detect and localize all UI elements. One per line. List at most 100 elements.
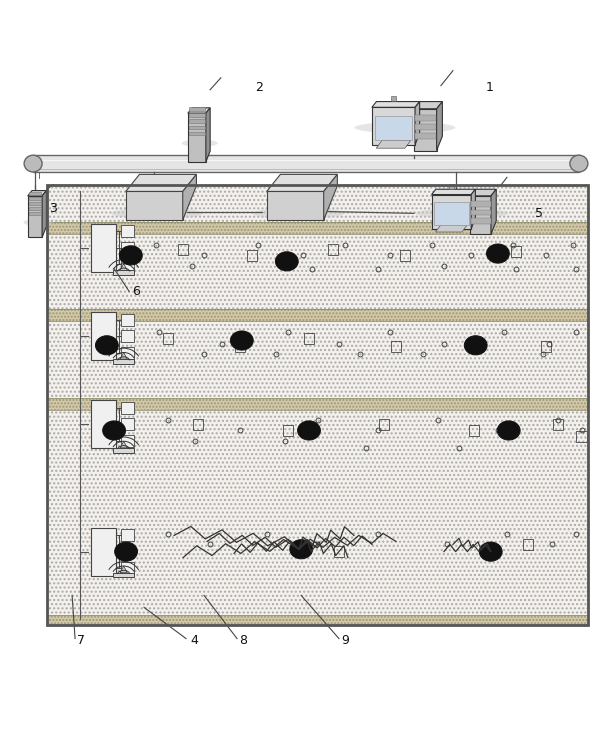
Bar bbox=[47, 309, 588, 321]
Polygon shape bbox=[183, 174, 196, 220]
Bar bbox=[47, 309, 588, 321]
Ellipse shape bbox=[487, 244, 509, 263]
Bar bbox=[435, 203, 469, 225]
Ellipse shape bbox=[231, 331, 253, 350]
Bar bbox=[47, 184, 588, 625]
Bar bbox=[47, 184, 588, 625]
Bar bbox=[121, 402, 134, 413]
Ellipse shape bbox=[416, 208, 508, 219]
Bar bbox=[471, 210, 491, 215]
Polygon shape bbox=[188, 113, 206, 162]
Polygon shape bbox=[120, 264, 127, 270]
Bar bbox=[91, 528, 116, 576]
Polygon shape bbox=[491, 190, 496, 234]
Ellipse shape bbox=[354, 122, 455, 133]
Ellipse shape bbox=[570, 155, 588, 172]
Bar bbox=[113, 572, 135, 577]
Text: 3: 3 bbox=[50, 202, 57, 215]
Bar bbox=[471, 218, 491, 224]
Ellipse shape bbox=[253, 208, 344, 219]
Bar bbox=[189, 125, 204, 129]
Bar bbox=[91, 400, 116, 448]
Bar bbox=[449, 184, 454, 189]
Text: 6: 6 bbox=[132, 285, 140, 298]
Bar bbox=[471, 201, 491, 206]
Bar bbox=[47, 222, 588, 234]
Bar bbox=[415, 124, 436, 130]
Ellipse shape bbox=[114, 542, 138, 561]
Bar bbox=[121, 347, 134, 359]
FancyBboxPatch shape bbox=[33, 155, 579, 172]
Bar bbox=[523, 539, 533, 550]
Text: 9: 9 bbox=[341, 634, 349, 647]
Bar bbox=[121, 418, 134, 430]
Polygon shape bbox=[431, 190, 476, 195]
Polygon shape bbox=[120, 441, 127, 448]
Text: 1: 1 bbox=[486, 81, 494, 94]
Bar bbox=[390, 341, 401, 352]
Bar bbox=[91, 312, 116, 360]
Bar bbox=[121, 241, 134, 254]
Bar bbox=[189, 107, 204, 111]
Polygon shape bbox=[470, 190, 496, 196]
Bar bbox=[121, 562, 134, 574]
Bar bbox=[121, 313, 134, 326]
Bar bbox=[390, 95, 397, 101]
Bar bbox=[193, 419, 203, 430]
Bar bbox=[121, 545, 134, 558]
Polygon shape bbox=[431, 195, 471, 229]
Bar bbox=[47, 615, 588, 625]
Polygon shape bbox=[471, 190, 476, 229]
Ellipse shape bbox=[103, 421, 125, 440]
Bar bbox=[379, 419, 389, 430]
Bar bbox=[415, 114, 436, 120]
Ellipse shape bbox=[290, 539, 313, 559]
Ellipse shape bbox=[95, 336, 118, 355]
Bar bbox=[47, 615, 588, 625]
Polygon shape bbox=[470, 196, 491, 234]
Bar bbox=[47, 309, 588, 321]
Polygon shape bbox=[42, 190, 47, 238]
Polygon shape bbox=[372, 107, 415, 145]
Bar bbox=[304, 333, 315, 344]
Ellipse shape bbox=[275, 252, 298, 271]
Text: 4: 4 bbox=[191, 634, 199, 647]
Bar bbox=[47, 222, 588, 234]
Bar bbox=[540, 341, 551, 352]
Ellipse shape bbox=[119, 246, 142, 265]
Bar bbox=[47, 615, 588, 625]
Polygon shape bbox=[28, 190, 47, 196]
Polygon shape bbox=[267, 192, 324, 220]
Ellipse shape bbox=[23, 219, 52, 226]
Bar bbox=[283, 425, 293, 436]
Text: 8: 8 bbox=[239, 634, 247, 647]
Ellipse shape bbox=[182, 139, 218, 147]
Bar bbox=[47, 222, 588, 234]
Bar bbox=[469, 425, 479, 436]
Polygon shape bbox=[324, 174, 337, 220]
Polygon shape bbox=[120, 353, 127, 359]
Polygon shape bbox=[414, 101, 442, 109]
Polygon shape bbox=[126, 192, 183, 220]
Polygon shape bbox=[376, 141, 411, 148]
Bar bbox=[29, 192, 41, 195]
Bar bbox=[121, 330, 134, 343]
Bar bbox=[334, 546, 345, 557]
Bar bbox=[29, 207, 41, 210]
Polygon shape bbox=[436, 225, 467, 232]
Bar bbox=[29, 202, 41, 205]
Bar bbox=[553, 419, 563, 430]
Polygon shape bbox=[206, 108, 210, 162]
Bar bbox=[189, 131, 204, 135]
Text: 2: 2 bbox=[255, 81, 263, 94]
Polygon shape bbox=[188, 108, 210, 113]
Polygon shape bbox=[28, 196, 42, 238]
Bar bbox=[163, 333, 173, 344]
Bar bbox=[577, 431, 588, 442]
Bar bbox=[113, 448, 135, 453]
Bar bbox=[91, 224, 116, 271]
Bar bbox=[189, 114, 204, 117]
Bar bbox=[400, 250, 411, 261]
Bar bbox=[177, 244, 188, 254]
Bar bbox=[47, 184, 588, 625]
